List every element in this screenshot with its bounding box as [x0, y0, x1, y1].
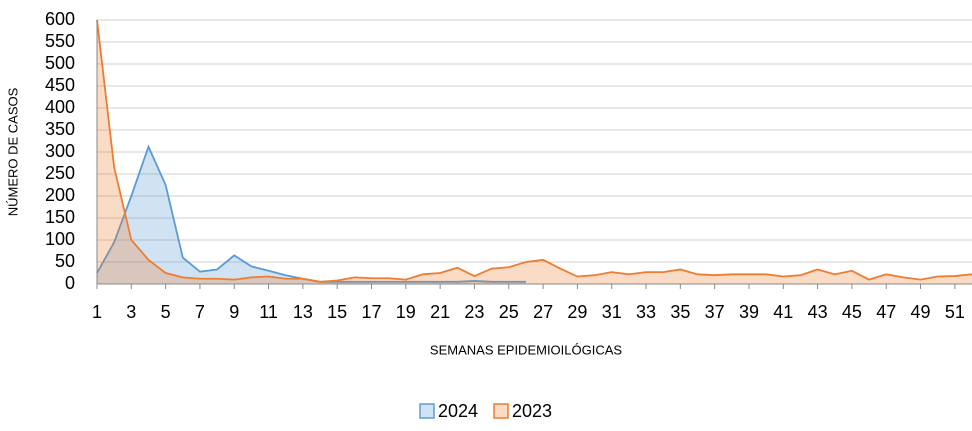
y-tick-label: 450	[45, 75, 75, 95]
x-tick-label: 17	[361, 302, 381, 322]
y-tick-label: 250	[45, 163, 75, 183]
x-tick-label: 13	[293, 302, 313, 322]
series-line	[96, 19, 972, 283]
y-tick-label: 100	[45, 229, 75, 249]
x-tick-label: 3	[126, 302, 136, 322]
y-tick-label: 150	[45, 207, 75, 227]
legend-swatch	[493, 403, 509, 419]
x-tick-label: 15	[327, 302, 347, 322]
y-tick-label: 300	[45, 141, 75, 161]
x-tick-label: 51	[945, 302, 965, 322]
y-tick-label: 350	[45, 119, 75, 139]
y-tick-label: 50	[55, 251, 75, 271]
legend-label: 2023	[512, 401, 552, 421]
legend-swatch	[419, 403, 435, 419]
x-tick-label: 49	[911, 302, 931, 322]
y-tick-label: 550	[45, 31, 75, 51]
x-tick-label: 35	[670, 302, 690, 322]
y-tick-label: 600	[45, 9, 75, 29]
x-axis-title: SEMANAS EPIDEMIOILÓGICAS	[430, 342, 622, 357]
x-tick-label: 11	[259, 302, 278, 322]
x-tick-label: 37	[705, 302, 725, 322]
x-tick-label: 25	[499, 302, 519, 322]
y-axis-title: NÚMERO DE CASOS	[5, 87, 20, 216]
x-tick-label: 33	[636, 302, 656, 322]
x-tick-label: 43	[808, 302, 828, 322]
x-tick-label: 19	[396, 302, 416, 322]
x-tick-label: 29	[567, 302, 587, 322]
series-area	[97, 146, 526, 284]
x-tick-label: 9	[229, 302, 239, 322]
x-tick-label: 23	[464, 302, 484, 322]
x-tick-label: 39	[739, 302, 759, 322]
y-tick-label: 200	[45, 185, 75, 205]
x-tick-label: 5	[161, 302, 171, 322]
x-tick-label: 41	[773, 302, 793, 322]
y-tick-label: 400	[45, 97, 75, 117]
x-tick-label: 7	[195, 302, 205, 322]
y-tick-label: 0	[65, 273, 75, 293]
x-tick-label: 1	[92, 302, 102, 322]
x-tick-label: 21	[430, 302, 450, 322]
x-tick-label: 45	[842, 302, 862, 322]
y-tick-label: 500	[45, 53, 75, 73]
x-tick-label: 31	[602, 302, 622, 322]
legend-label: 2024	[438, 401, 478, 421]
x-tick-label: 47	[876, 302, 896, 322]
x-tick-label: 27	[533, 302, 553, 322]
